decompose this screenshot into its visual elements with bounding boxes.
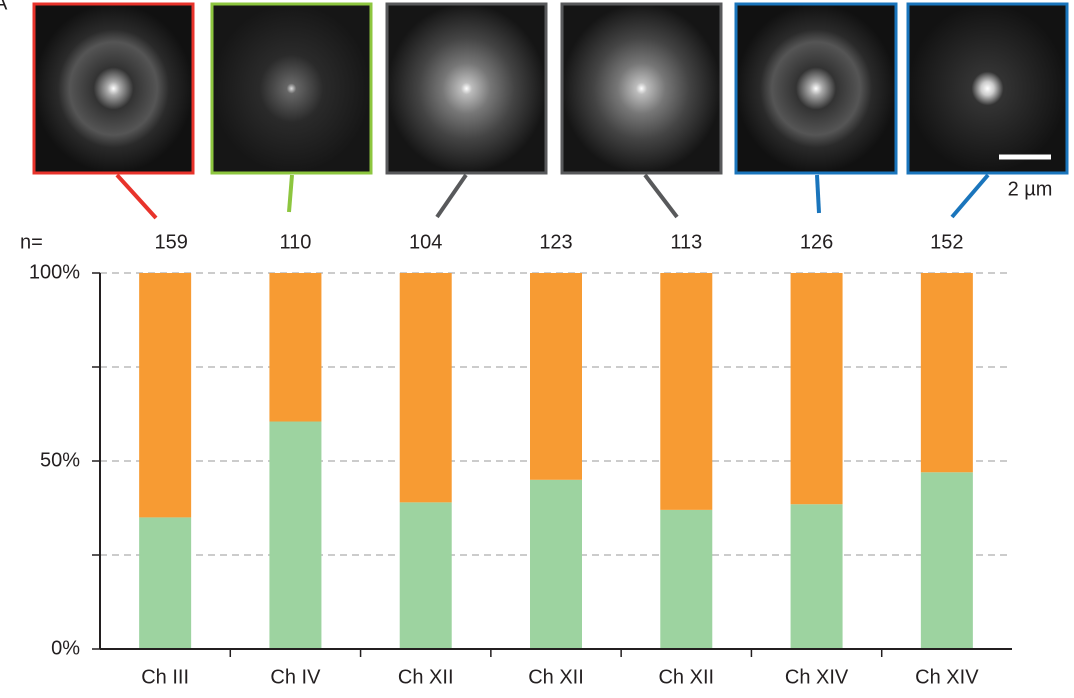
x-tick-label: Ch XIV [915, 666, 979, 688]
y-tick-label: 100% [29, 261, 80, 283]
x-tick-label: Ch XII [658, 666, 714, 688]
bar-segment [530, 479, 582, 649]
micrograph [906, 2, 1069, 175]
x-tick-label: Ch XII [528, 666, 584, 688]
scale-bar-label: 2 µm [1008, 178, 1053, 200]
bar-segment [139, 273, 192, 518]
bar-segment [920, 273, 973, 473]
n-value: 110 [279, 231, 311, 253]
connector [435, 173, 468, 219]
bar-segment [269, 421, 322, 649]
connectors [115, 173, 990, 220]
bar-segment [530, 273, 582, 480]
bar-segment [269, 273, 322, 422]
x-tick-label: Ch XII [398, 666, 454, 688]
connector [950, 173, 990, 219]
micrograph [32, 2, 195, 175]
y-tick-label: 0% [51, 637, 80, 659]
bar-segment [139, 517, 192, 649]
micrograph [560, 2, 723, 175]
bar-segment [660, 273, 713, 510]
bar-segment [790, 504, 843, 649]
n-value: 159 [154, 231, 187, 253]
bar-segment [399, 502, 452, 649]
n-value: 113 [670, 231, 702, 253]
n-label: n= [20, 231, 43, 253]
micrograph [210, 2, 373, 175]
n-value: 123 [539, 231, 572, 253]
bar-segment [660, 509, 713, 649]
panel-label: A [0, 0, 8, 14]
x-tick-label: Ch IV [270, 666, 321, 688]
n-value: 152 [930, 231, 963, 253]
connector [815, 174, 821, 214]
bar-segment [790, 273, 843, 505]
connector [287, 174, 294, 213]
y-tick-label: 50% [40, 449, 80, 471]
bar-segment [920, 472, 973, 649]
n-value: 126 [800, 231, 833, 253]
bar-segment [399, 273, 452, 503]
micrograph [734, 2, 898, 175]
micrographs [32, 2, 1069, 175]
n-value: 104 [409, 231, 442, 253]
connector [115, 173, 158, 220]
x-tick-label: Ch XIV [785, 666, 849, 688]
micrograph [385, 2, 548, 175]
x-tick-label: Ch III [141, 666, 189, 688]
connector [643, 173, 679, 219]
